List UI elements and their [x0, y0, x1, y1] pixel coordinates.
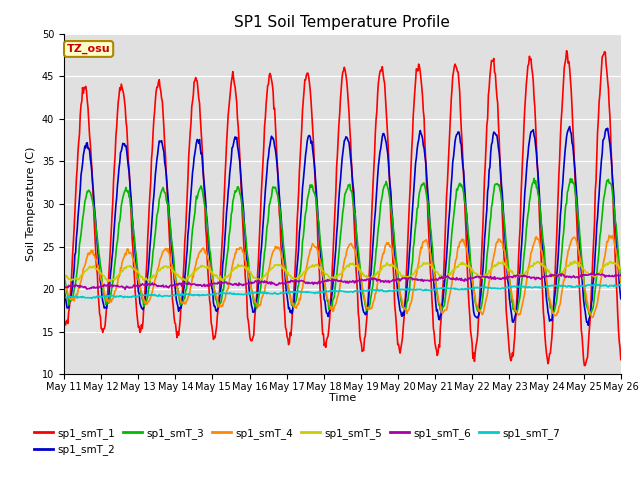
- sp1_smT_1: [184, 177, 192, 182]
- sp1_smT_7: [617, 282, 625, 288]
- Y-axis label: Soil Temperature (C): Soil Temperature (C): [26, 147, 36, 261]
- sp1_smT_1: [70, 227, 78, 232]
- sp1_smT_4: [127, 251, 135, 256]
- sp1_smT_5: [70, 276, 78, 282]
- sp1_smT_7: [214, 291, 222, 297]
- sp1_smT_2: [70, 267, 78, 273]
- X-axis label: Time: Time: [329, 394, 356, 403]
- sp1_smT_5: [128, 265, 136, 271]
- sp1_smT_5: [617, 265, 625, 271]
- sp1_smT_4: [426, 250, 434, 255]
- Line: sp1_smT_6: sp1_smT_6: [64, 273, 621, 289]
- sp1_smT_7: [70, 294, 78, 300]
- sp1_smT_2: [127, 199, 135, 205]
- Line: sp1_smT_2: sp1_smT_2: [64, 127, 621, 325]
- sp1_smT_1: [563, 48, 570, 54]
- sp1_smT_3: [585, 312, 593, 317]
- sp1_smT_2: [566, 124, 573, 130]
- sp1_smT_5: [60, 272, 68, 277]
- sp1_smT_1: [60, 314, 68, 320]
- sp1_smT_2: [584, 323, 592, 328]
- Text: TZ_osu: TZ_osu: [67, 44, 111, 54]
- sp1_smT_5: [428, 262, 435, 268]
- sp1_smT_2: [184, 232, 192, 238]
- sp1_smT_4: [410, 286, 418, 291]
- sp1_smT_6: [411, 276, 419, 282]
- sp1_smT_4: [60, 277, 68, 283]
- Title: SP1 Soil Temperature Profile: SP1 Soil Temperature Profile: [234, 15, 451, 30]
- sp1_smT_3: [127, 206, 135, 212]
- sp1_smT_1: [127, 217, 135, 223]
- sp1_smT_4: [589, 314, 596, 320]
- Line: sp1_smT_7: sp1_smT_7: [64, 284, 621, 299]
- sp1_smT_4: [605, 232, 613, 238]
- sp1_smT_5: [411, 270, 419, 276]
- sp1_smT_3: [70, 288, 78, 293]
- sp1_smT_5: [499, 258, 507, 264]
- sp1_smT_4: [184, 295, 192, 300]
- sp1_smT_7: [128, 294, 136, 300]
- sp1_smT_1: [214, 313, 221, 319]
- sp1_smT_7: [428, 287, 435, 292]
- sp1_smT_3: [60, 270, 68, 276]
- sp1_smT_7: [185, 291, 193, 297]
- sp1_smT_7: [411, 287, 419, 293]
- sp1_smT_2: [214, 307, 221, 312]
- Legend: sp1_smT_1, sp1_smT_2, sp1_smT_3, sp1_smT_4, sp1_smT_5, sp1_smT_6, sp1_smT_7: sp1_smT_1, sp1_smT_2, sp1_smT_3, sp1_smT…: [30, 424, 564, 459]
- sp1_smT_4: [70, 298, 78, 304]
- sp1_smT_1: [617, 357, 625, 362]
- sp1_smT_5: [105, 278, 113, 284]
- sp1_smT_4: [214, 296, 221, 302]
- Line: sp1_smT_5: sp1_smT_5: [64, 261, 621, 281]
- sp1_smT_2: [60, 286, 68, 291]
- sp1_smT_6: [428, 278, 435, 284]
- sp1_smT_2: [410, 182, 418, 188]
- sp1_smT_2: [617, 296, 625, 301]
- sp1_smT_3: [530, 175, 538, 181]
- sp1_smT_2: [426, 228, 434, 234]
- Line: sp1_smT_4: sp1_smT_4: [64, 235, 621, 317]
- sp1_smT_5: [214, 276, 222, 282]
- sp1_smT_6: [70, 284, 78, 289]
- sp1_smT_6: [588, 270, 595, 276]
- sp1_smT_7: [591, 281, 599, 287]
- sp1_smT_6: [185, 279, 193, 285]
- sp1_smT_5: [185, 273, 193, 279]
- sp1_smT_1: [580, 362, 588, 368]
- Line: sp1_smT_1: sp1_smT_1: [64, 51, 621, 365]
- sp1_smT_4: [617, 279, 625, 285]
- sp1_smT_3: [184, 272, 192, 277]
- sp1_smT_3: [410, 240, 418, 246]
- sp1_smT_7: [88, 296, 96, 301]
- sp1_smT_6: [122, 287, 129, 292]
- sp1_smT_1: [410, 100, 418, 106]
- sp1_smT_3: [214, 302, 221, 308]
- Line: sp1_smT_3: sp1_smT_3: [64, 178, 621, 314]
- sp1_smT_7: [60, 295, 68, 300]
- sp1_smT_6: [60, 284, 68, 290]
- sp1_smT_6: [617, 272, 625, 277]
- sp1_smT_3: [426, 224, 434, 229]
- sp1_smT_6: [214, 279, 222, 285]
- sp1_smT_1: [426, 267, 434, 273]
- sp1_smT_3: [617, 279, 625, 285]
- sp1_smT_6: [128, 285, 136, 290]
